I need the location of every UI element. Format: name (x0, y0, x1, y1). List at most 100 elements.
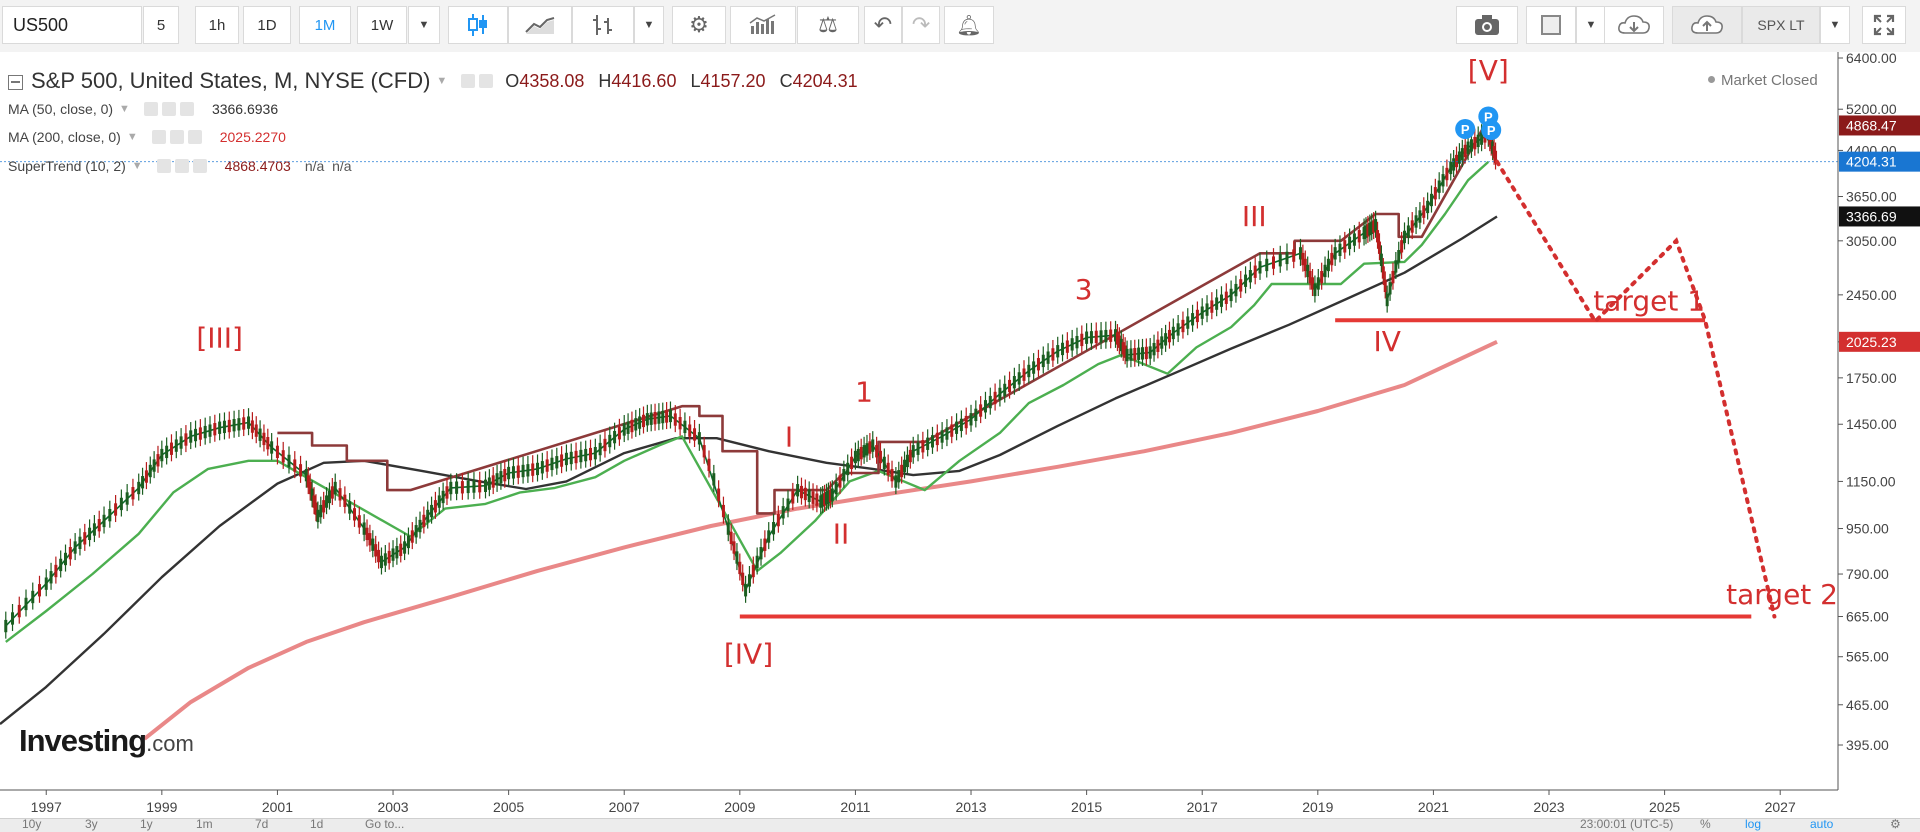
compare-button[interactable]: ⚖ (797, 6, 859, 44)
eye-icon[interactable] (151, 130, 166, 144)
close-icon[interactable] (179, 102, 194, 116)
price-candle-body (1473, 136, 1477, 150)
area-chart-icon (525, 17, 555, 34)
candlestick-style-button[interactable] (448, 6, 508, 44)
price-candle-body (472, 480, 476, 493)
eye-icon[interactable] (143, 102, 158, 116)
price-candle-body (1348, 236, 1352, 250)
x-tick-label: 2023 (1533, 799, 1564, 815)
price-candle-body (903, 459, 907, 473)
redo-button[interactable]: ↷ (902, 6, 940, 44)
interval-1m-button[interactable]: 1M (299, 6, 351, 44)
price-candle-body (955, 421, 959, 434)
price-candle-body (73, 541, 77, 554)
price-candle-body (319, 504, 323, 518)
settings-button[interactable]: ⚙ (672, 6, 726, 44)
price-candle-body (641, 414, 645, 428)
log-scale-button[interactable]: log (1745, 817, 1762, 831)
symbol-search-input[interactable]: US500 (2, 6, 142, 44)
undo-icon: ↶ (873, 12, 893, 37)
price-candle-body (726, 522, 730, 535)
interval-5-button[interactable]: 5 (143, 6, 179, 44)
undo-button[interactable]: ↶ (864, 6, 902, 44)
settings-small-icon[interactable] (161, 102, 176, 116)
close-icon[interactable] (187, 130, 202, 144)
price-candle-body (983, 400, 987, 413)
settings-small-icon[interactable] (479, 74, 494, 88)
price-candle-body (137, 481, 141, 495)
interval-dropdown-button[interactable]: ▼ (408, 6, 440, 44)
y-tick-label: 1750.00 (1846, 370, 1897, 386)
price-candle-body (1115, 332, 1119, 345)
chevron-down-icon[interactable]: ▼ (126, 131, 138, 143)
bar-style-button[interactable] (572, 6, 634, 44)
wave-label: III (1242, 200, 1267, 233)
price-candle-body (1258, 261, 1262, 274)
collapse-legend-button[interactable] (8, 74, 23, 90)
price-candle-body (391, 548, 395, 561)
range-7d-button[interactable]: 7d (255, 817, 269, 831)
instrument-selector[interactable]: SPX LT (1742, 6, 1820, 44)
range-3y-button[interactable]: 3y (85, 817, 98, 831)
settings-small-icon[interactable] (174, 159, 189, 173)
price-candle-body (1148, 346, 1152, 359)
chart-style-dropdown[interactable]: ▼ (634, 6, 664, 44)
price-candle-body (1219, 294, 1223, 307)
price-candle-body (1061, 342, 1065, 356)
x-tick-label: 2011 (840, 799, 870, 815)
price-candle-body (1385, 293, 1389, 307)
price-candle-body (1089, 331, 1093, 344)
range-10y-button[interactable]: 10y (22, 817, 42, 831)
alert-button[interactable]: 🔔︎ (944, 6, 994, 44)
settings-small-icon[interactable] (169, 130, 184, 144)
chart-legend-title: S&P 500, United States, M, NYSE (CFD) ▼ … (8, 68, 872, 94)
indicator-ma200-label: MA (200, close, 0) (8, 129, 121, 145)
wave-label: [V] (1468, 54, 1509, 87)
chevron-down-icon[interactable]: ▼ (436, 75, 448, 87)
price-candle-body (1056, 345, 1060, 358)
price-candle-body (184, 433, 188, 446)
load-chart-button[interactable] (1604, 6, 1664, 44)
area-style-button[interactable] (508, 6, 572, 44)
goto-date-button[interactable]: Go to... (365, 817, 405, 831)
close-icon[interactable] (192, 159, 207, 173)
instrument-dropdown[interactable]: ▼ (1820, 6, 1850, 44)
snapshot-button[interactable] (1456, 6, 1518, 44)
eye-icon[interactable] (156, 159, 171, 173)
chevron-down-icon[interactable]: ▼ (119, 103, 130, 115)
fullscreen-button[interactable] (1862, 6, 1906, 44)
price-candle-body (781, 506, 785, 519)
price-candle-body (763, 538, 767, 551)
price-candle-body (357, 515, 361, 528)
range-1m-button[interactable]: 1m (196, 817, 213, 831)
eye-icon[interactable] (461, 74, 476, 88)
indicators-button[interactable] (730, 6, 796, 44)
interval-1h-button[interactable]: 1h (195, 6, 239, 44)
price-candle-body (1400, 240, 1404, 253)
price-candle-body (227, 419, 231, 433)
price-candle-body (871, 439, 875, 452)
chevron-down-icon[interactable]: ▼ (131, 160, 143, 172)
range-1y-button[interactable]: 1y (140, 817, 153, 831)
auto-scale-button[interactable]: auto (1810, 817, 1834, 831)
price-candle-body (499, 471, 503, 484)
price-candle-body (1311, 277, 1315, 290)
layout-dropdown[interactable]: ▼ (1576, 6, 1606, 44)
interval-1w-button[interactable]: 1W (357, 6, 407, 44)
layout-button[interactable] (1526, 6, 1576, 44)
gear-icon[interactable]: ⚙ (1890, 817, 1901, 831)
price-candle-body (772, 522, 776, 535)
price-candle-body (1352, 233, 1356, 246)
percent-scale-button[interactable]: % (1700, 817, 1711, 831)
price-candle-body (1306, 264, 1310, 278)
price-candle-body (803, 487, 807, 501)
price-candle-body (287, 454, 291, 468)
indicator-supertrend: SuperTrend (10, 2) ▼ 4868.4703 n/a n/a (8, 158, 352, 174)
range-1d-button[interactable]: 1d (310, 817, 324, 831)
price-candle-body (1463, 144, 1467, 158)
interval-1d-button[interactable]: 1D (243, 6, 291, 44)
save-chart-button[interactable] (1672, 6, 1742, 44)
price-candle-body (878, 450, 882, 464)
price-candle-body (826, 490, 830, 504)
